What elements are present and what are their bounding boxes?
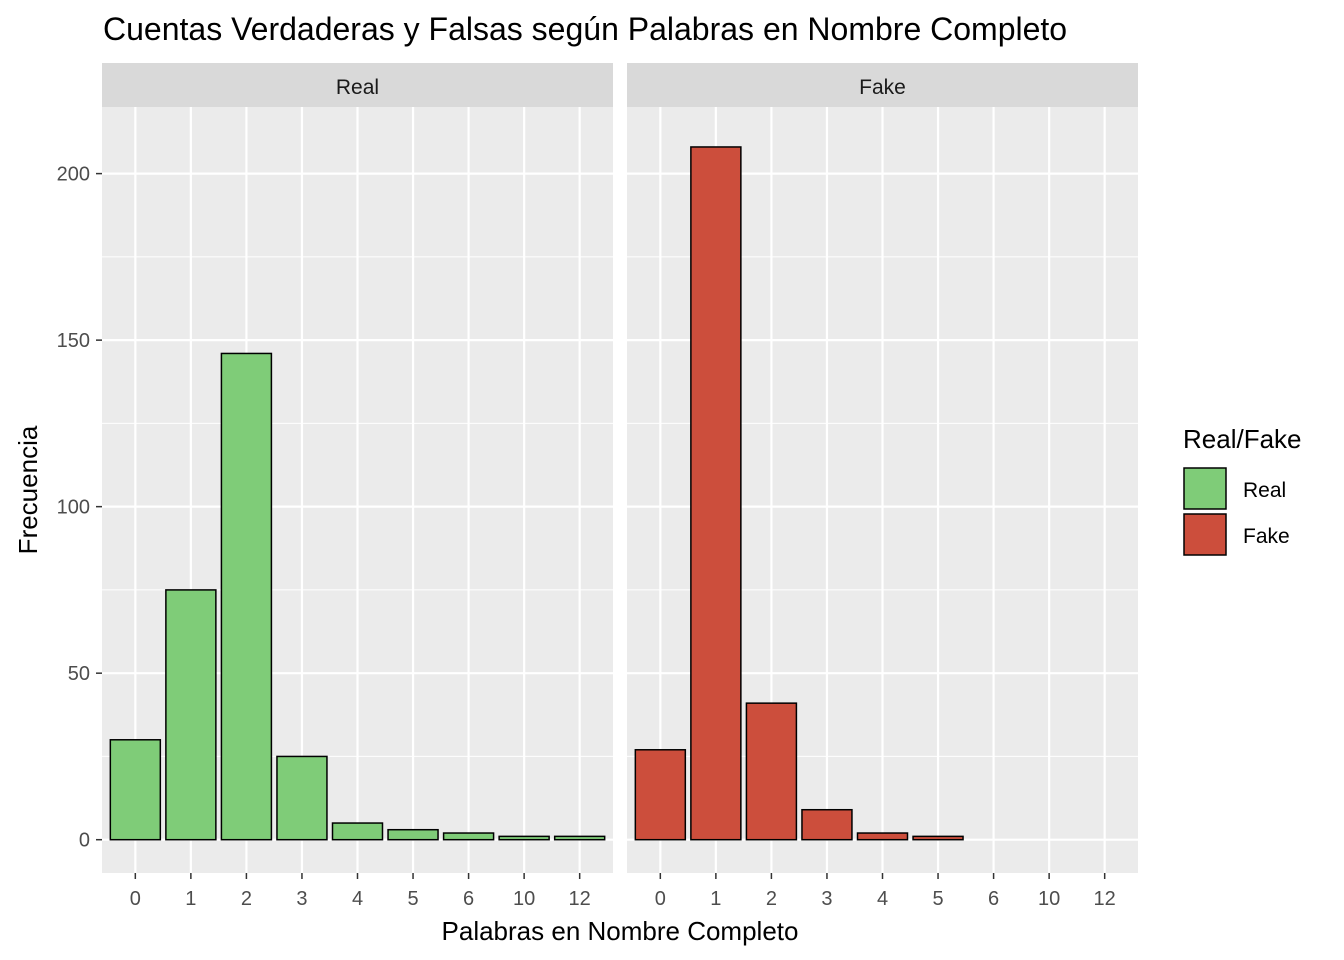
y-tick-label: 0 (79, 830, 90, 852)
y-tick-label: 200 (57, 164, 90, 186)
bar-real-6 (442, 832, 495, 841)
x-tick-label: 3 (296, 888, 307, 910)
x-tick-label: 2 (241, 888, 252, 910)
bar-real-5 (387, 828, 439, 841)
x-tick-label: 12 (569, 888, 591, 910)
legend-key-fake (1183, 513, 1227, 556)
bar-fake-1 (690, 146, 742, 841)
x-tick-label: 5 (932, 888, 943, 910)
legend-key-real (1183, 467, 1227, 510)
x-tick-label: 6 (988, 888, 999, 910)
bar-fake-4 (856, 832, 909, 841)
legend-label-real: Real (1243, 479, 1286, 502)
x-tick-label: 4 (352, 888, 363, 910)
bar-fake-3 (801, 808, 853, 841)
bar-real-0 (109, 739, 162, 841)
x-tick-label: 0 (130, 888, 141, 910)
y-axis-title: Frecuencia (13, 425, 43, 554)
x-tick-label: 10 (513, 888, 535, 910)
bar-real-1 (165, 589, 217, 841)
x-tick-label: 0 (655, 888, 666, 910)
y-axis: 0 50 100 150 200 (57, 164, 102, 852)
facet-strip-label: Real (336, 76, 379, 99)
bar-fake-2 (745, 702, 798, 841)
bar-fake-5 (912, 835, 964, 841)
facet-strip (627, 63, 1138, 107)
bar-real-10 (498, 835, 550, 841)
legend: Real/Fake Real Fake (1183, 424, 1302, 556)
x-tick-label: 6 (463, 888, 474, 910)
facet-strip-label: Fake (859, 76, 906, 99)
bar-real-3 (276, 755, 328, 841)
x-tick-label: 5 (407, 888, 418, 910)
bar-real-2 (220, 352, 273, 841)
x-tick-label: 4 (877, 888, 888, 910)
y-tick-label: 150 (57, 330, 90, 352)
y-tick-label: 100 (57, 497, 90, 519)
bar-real-12 (553, 835, 606, 841)
x-tick-label: 10 (1038, 888, 1060, 910)
chart-title: Cuentas Verdaderas y Falsas según Palabr… (103, 11, 1067, 47)
bar-real-4 (331, 822, 384, 841)
y-tick-label: 50 (68, 663, 90, 685)
x-tick-label: 1 (710, 888, 721, 910)
x-tick-label: 12 (1094, 888, 1116, 910)
x-tick-label: 2 (766, 888, 777, 910)
bar-fake-0 (634, 749, 687, 841)
x-tick-label: 1 (185, 888, 196, 910)
legend-label-fake: Fake (1243, 525, 1290, 548)
x-tick-label: 3 (821, 888, 832, 910)
x-axis-title: Palabras en Nombre Completo (442, 916, 799, 946)
legend-title: Real/Fake (1183, 424, 1302, 454)
facet-strip (102, 63, 613, 107)
